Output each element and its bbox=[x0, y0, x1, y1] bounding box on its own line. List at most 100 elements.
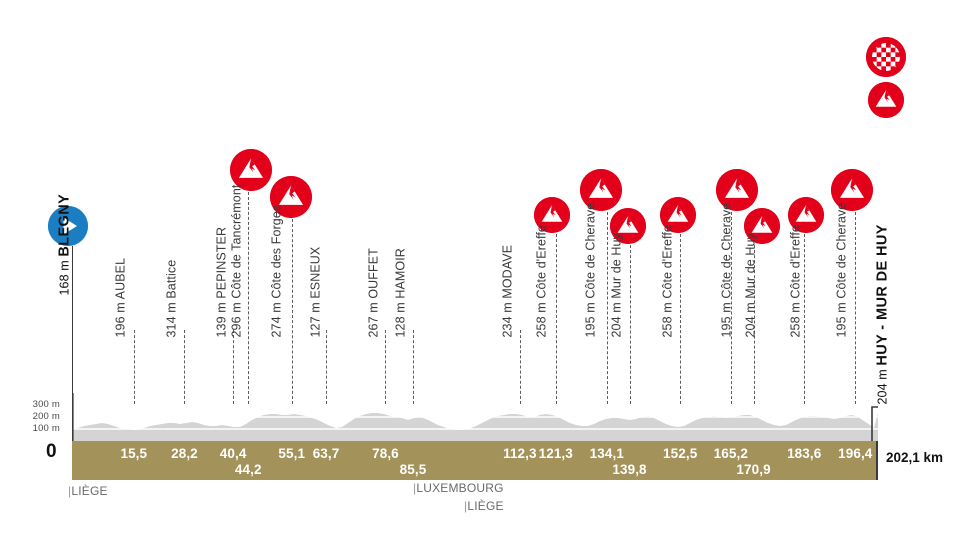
point-altitude: 234 m bbox=[500, 302, 515, 338]
mountain-icon bbox=[788, 197, 824, 233]
distance-tick: 152,5 bbox=[663, 446, 698, 461]
distance-bar-end-rule bbox=[876, 441, 878, 480]
point-label: 204 m Mur de Huy bbox=[609, 233, 624, 338]
region-label: |LIÈGE bbox=[464, 499, 504, 513]
distance-tick: 44,2 bbox=[234, 462, 262, 477]
point-name: Battice bbox=[164, 259, 179, 299]
point-altitude: 196 m bbox=[113, 302, 128, 338]
distance-tick: 183,6 bbox=[787, 446, 822, 461]
mountain-icon bbox=[534, 197, 570, 233]
point-name: Côte de Cherave bbox=[719, 202, 734, 299]
point-name: Côte d'Ereffe bbox=[788, 225, 803, 299]
distance-tick: 134,1 bbox=[589, 446, 624, 461]
mountain-icon bbox=[270, 176, 312, 218]
point-leader-line bbox=[519, 330, 521, 404]
region-label: |LIÈGE bbox=[68, 484, 108, 498]
point-name: OUFFET bbox=[366, 248, 381, 299]
point-altitude: 204 m bbox=[875, 369, 890, 405]
point-leader-line bbox=[680, 234, 682, 404]
point-name: Côte d'Ereffe bbox=[534, 225, 549, 299]
distance-tick: 78,6 bbox=[372, 446, 399, 461]
total-distance-label: 202,1 km bbox=[886, 450, 944, 465]
point-leader-line bbox=[629, 245, 631, 404]
point-altitude: 274 m bbox=[269, 302, 284, 338]
point-label: 274 m Côte des Forges bbox=[269, 205, 284, 338]
point-leader-line bbox=[855, 212, 857, 404]
region-name: LIÈGE bbox=[71, 484, 108, 498]
mountain-icon bbox=[660, 197, 696, 233]
distance-tick: 85,5 bbox=[399, 462, 427, 477]
distance-tick: 196,4 bbox=[838, 446, 873, 461]
region-pipe-glyph: | bbox=[413, 481, 417, 495]
point-label: 195 m Côte de Cherave bbox=[719, 202, 734, 338]
mountain-icon bbox=[716, 169, 758, 211]
point-leader-line bbox=[326, 330, 328, 404]
checkered-flag-icon bbox=[866, 37, 906, 77]
mountain-icon bbox=[230, 149, 272, 191]
point-altitude: 168 m bbox=[57, 260, 72, 296]
distance-tick: 40,4 bbox=[219, 446, 247, 461]
distance-tick: 165,2 bbox=[713, 446, 748, 461]
point-leader-line bbox=[233, 330, 235, 404]
point-leader-line bbox=[730, 212, 732, 404]
point-name: HUY - MUR DE HUY bbox=[874, 224, 891, 366]
point-name: Mur de Huy bbox=[609, 233, 624, 299]
point-altitude: 296 m bbox=[229, 302, 244, 338]
mountain-icon bbox=[831, 169, 873, 211]
point-leader-line bbox=[72, 246, 73, 404]
distance-tick: 63,7 bbox=[312, 446, 340, 461]
point-name: Côte de Cherave bbox=[834, 202, 849, 299]
point-leader-line bbox=[606, 212, 608, 404]
point-altitude: 204 m bbox=[743, 302, 758, 338]
distance-tick: 28,2 bbox=[171, 446, 198, 461]
point-leader-line bbox=[804, 234, 806, 404]
point-label: 296 m Côte de Tancrémont bbox=[229, 185, 244, 338]
point-altitude: 258 m bbox=[660, 302, 675, 338]
point-altitude: 128 m bbox=[393, 302, 408, 338]
point-leader-line bbox=[555, 234, 557, 404]
distance-tick: 55,1 bbox=[278, 446, 306, 461]
point-label: 234 m MODAVE bbox=[500, 244, 515, 338]
point-label: 127 m ESNEUX bbox=[308, 247, 323, 338]
mountain-icon bbox=[610, 208, 646, 244]
point-label: 128 m HAMOIR bbox=[393, 248, 408, 338]
distance-tick: 112,3 bbox=[503, 446, 537, 461]
point-name: MODAVE bbox=[500, 244, 515, 299]
yaxis-label-300: 300 m bbox=[32, 399, 60, 410]
point-leader-line bbox=[753, 245, 755, 404]
point-label: 168 m BLEGNY bbox=[57, 194, 73, 296]
point-altitude: 258 m bbox=[534, 302, 549, 338]
region-name: LUXEMBOURG bbox=[416, 481, 504, 495]
point-altitude: 204 m bbox=[609, 302, 624, 338]
yaxis-label-zero: 0 bbox=[46, 441, 57, 462]
distance-bar bbox=[72, 441, 878, 480]
point-leader-line bbox=[133, 330, 135, 404]
point-altitude: 258 m bbox=[788, 302, 803, 338]
point-label: 204 m Mur de Huy bbox=[743, 233, 758, 338]
point-altitude: 195 m bbox=[583, 302, 598, 338]
yaxis-label-200: 200 m bbox=[32, 411, 60, 422]
region-pipe-glyph: | bbox=[464, 499, 468, 513]
point-name: Côte de Cherave bbox=[583, 202, 598, 299]
point-label: 314 m Battice bbox=[164, 259, 179, 338]
point-leader-line bbox=[184, 330, 186, 404]
point-name: Côte d'Ereffe bbox=[660, 225, 675, 299]
point-name: HAMOIR bbox=[393, 248, 408, 299]
point-altitude: 139 m bbox=[214, 302, 229, 338]
point-leader-line bbox=[412, 330, 414, 404]
point-leader-line bbox=[248, 192, 250, 404]
play-icon bbox=[48, 206, 88, 246]
region-label: |LUXEMBOURG bbox=[413, 481, 504, 495]
distance-tick: 121,3 bbox=[538, 446, 573, 461]
point-label: 258 m Côte d'Ereffe bbox=[788, 225, 803, 338]
point-label: 195 m Côte de Cherave bbox=[583, 202, 598, 338]
point-label: 204 m HUY - MUR DE HUY bbox=[874, 224, 891, 405]
point-label: 258 m Côte d'Ereffe bbox=[534, 225, 549, 338]
point-altitude: 127 m bbox=[308, 302, 323, 338]
elevation-profile-plot bbox=[72, 393, 878, 441]
point-altitude: 314 m bbox=[164, 302, 179, 338]
point-name: AUBEL bbox=[113, 257, 128, 300]
region-pipe-glyph: | bbox=[68, 484, 72, 498]
yaxis-label-100: 100 m bbox=[32, 423, 60, 434]
